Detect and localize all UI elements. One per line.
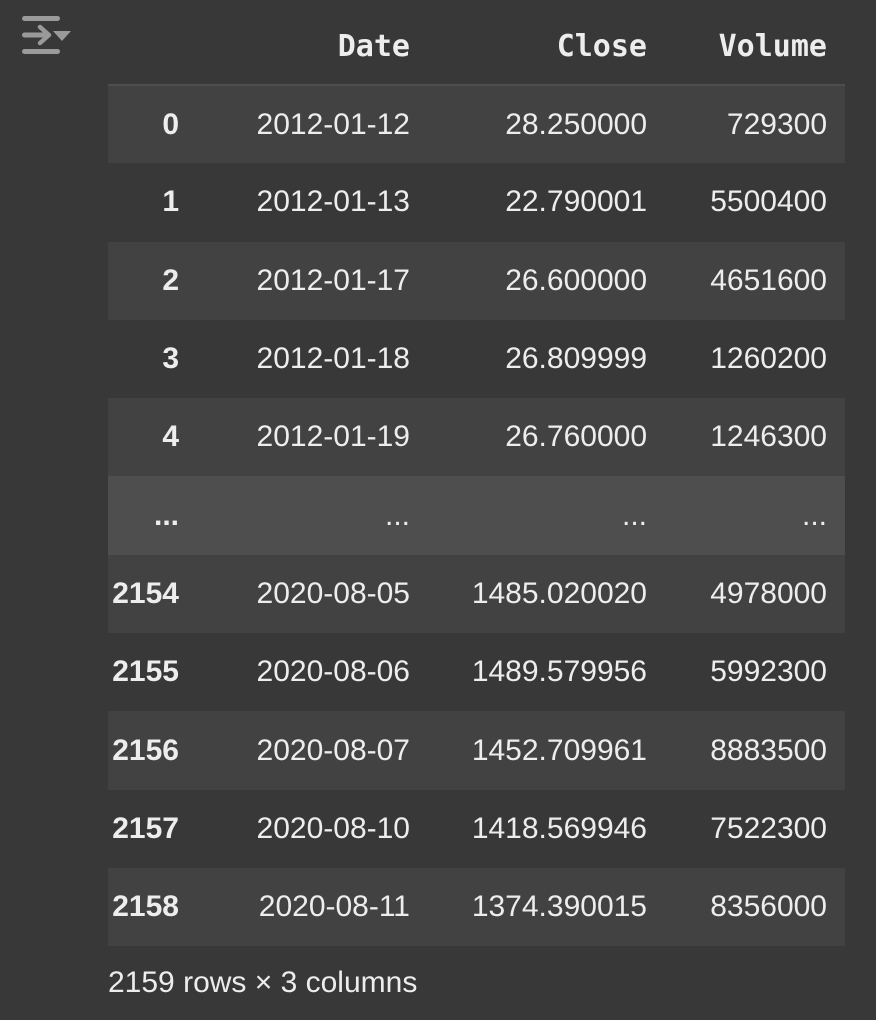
table-row: 1 2012-01-13 22.790001 5500400 <box>108 163 845 242</box>
cell-close: 1485.020020 <box>471 576 647 610</box>
row-index: 1 <box>162 185 179 219</box>
row-index: 2155 <box>112 655 179 689</box>
column-header-close: Close <box>428 8 665 86</box>
table-row: 2154 2020-08-05 1485.020020 4978000 <box>108 554 845 634</box>
cell-volume: 7522300 <box>710 811 827 845</box>
cell-date: 2012-01-17 <box>256 263 410 297</box>
cell-volume: 4978000 <box>710 576 827 610</box>
cell-volume: 8356000 <box>710 890 827 924</box>
cell-close: 28.250000 <box>505 107 647 141</box>
table-row: 0 2012-01-12 28.250000 729300 <box>108 85 845 164</box>
cell-date: 2012-01-12 <box>256 107 410 141</box>
table-row: 2155 2020-08-06 1489.579956 5992300 <box>108 633 845 712</box>
cell-volume: 729300 <box>726 107 827 141</box>
cell-date: 2020-08-06 <box>256 655 410 689</box>
row-index: 2156 <box>112 733 179 767</box>
table-body: 0 2012-01-12 28.250000 729300 1 2012-01-13 22.… <box>108 85 845 947</box>
table-row: 2156 2020-08-07 1452.709961 8883500 <box>108 711 845 790</box>
cell-date: 2020-08-11 <box>258 890 410 924</box>
dataframe-output: Date Close Volume 0 2012-01-12 28.250000 72… <box>108 8 845 947</box>
cell-close: 1418.569946 <box>471 811 647 845</box>
cell-close: 26.809999 <box>505 342 647 376</box>
table-row: 3 2012-01-18 26.809999 1260200 <box>108 319 845 399</box>
cell-close: ... <box>621 498 647 532</box>
cell-close: 1452.709961 <box>471 733 647 767</box>
cell-close: 1374.390015 <box>471 890 647 924</box>
cell-volume: 5992300 <box>710 655 827 689</box>
table-row: 2158 2020-08-11 1374.390015 8356000 <box>108 867 845 947</box>
row-index: 3 <box>162 342 179 376</box>
cell-volume: 4651600 <box>710 263 827 297</box>
dataframe-shape-text: 2159 rows × 3 columns <box>108 966 418 999</box>
cell-date: ... <box>384 498 410 532</box>
row-index: 0 <box>162 107 179 141</box>
row-index: 2158 <box>112 890 179 924</box>
row-index: 4 <box>162 420 179 454</box>
row-index: 2157 <box>112 811 179 845</box>
output-actions-icon[interactable] <box>20 14 76 60</box>
row-index: 2154 <box>112 576 179 610</box>
column-header-date: Date <box>208 8 428 86</box>
index-header <box>108 8 208 86</box>
table-row: 4 2012-01-19 26.760000 1246300 <box>108 398 845 477</box>
cell-close: 26.760000 <box>505 420 647 454</box>
column-header-volume: Volume <box>665 8 845 86</box>
cell-close: 26.600000 <box>505 263 647 297</box>
dataframe-table: Date Close Volume 0 2012-01-12 28.250000 72… <box>108 8 845 947</box>
cell-volume: 8883500 <box>710 733 827 767</box>
table-row: ............ <box>108 476 845 555</box>
cell-volume: 1246300 <box>710 420 827 454</box>
cell-close: 22.790001 <box>505 185 647 219</box>
cell-date: 2020-08-07 <box>256 733 410 767</box>
row-index: ... <box>153 498 179 532</box>
cell-date: 2012-01-18 <box>256 342 410 376</box>
row-index: 2 <box>162 263 179 297</box>
cell-volume: ... <box>801 498 827 532</box>
cell-close: 1489.579956 <box>471 655 647 689</box>
cell-date: 2020-08-10 <box>256 811 410 845</box>
table-row: 2157 2020-08-10 1418.569946 7522300 <box>108 789 845 868</box>
cell-volume: 5500400 <box>710 185 827 219</box>
table-header-row: Date Close Volume <box>108 8 845 86</box>
cell-date: 2012-01-19 <box>256 420 410 454</box>
cell-date: 2020-08-05 <box>256 576 410 610</box>
table-row: 2 2012-01-17 26.600000 4651600 <box>108 241 845 320</box>
cell-volume: 1260200 <box>710 342 827 376</box>
cell-date: 2012-01-13 <box>256 185 410 219</box>
